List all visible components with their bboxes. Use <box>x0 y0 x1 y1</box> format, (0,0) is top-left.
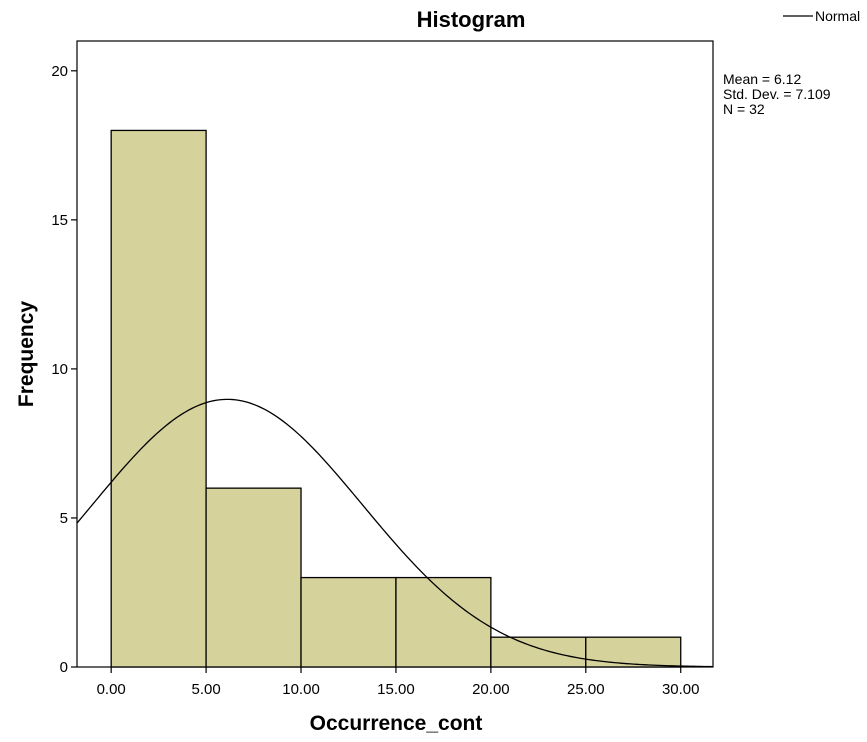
x-axis: 0.00 5.00 10.00 15.00 20.00 25.00 30.00 <box>97 667 700 698</box>
y-axis-label: Frequency <box>15 301 38 408</box>
y-tick-label: 20 <box>51 63 68 80</box>
bars-layer <box>110 129 682 668</box>
histogram-bar <box>490 636 587 668</box>
x-tick-label: 15.00 <box>377 681 415 698</box>
normal-curve-layer <box>76 398 714 668</box>
histogram-bar <box>110 129 207 668</box>
stat-std-dev: Std. Dev. = 7.109 <box>723 86 831 102</box>
x-tick-label: 10.00 <box>282 681 320 698</box>
x-tick-label: 25.00 <box>567 681 605 698</box>
chart-title: Histogram <box>417 7 526 32</box>
legend: Normal <box>783 8 860 24</box>
y-axis: 0 5 10 15 20 <box>51 63 77 676</box>
y-tick-label: 15 <box>51 212 68 229</box>
legend-label-normal: Normal <box>815 8 860 24</box>
histogram-bar <box>395 576 492 668</box>
x-tick-label: 0.00 <box>97 681 126 698</box>
y-tick-label: 5 <box>60 510 68 527</box>
x-tick-label: 20.00 <box>472 681 510 698</box>
y-tick-label: 10 <box>51 361 68 378</box>
statistics-box: Mean = 6.12 Std. Dev. = 7.109 N = 32 <box>723 71 831 117</box>
y-tick-label: 0 <box>60 659 68 676</box>
x-tick-label: 5.00 <box>191 681 220 698</box>
normal-curve <box>76 398 714 668</box>
stat-n: N = 32 <box>723 101 765 117</box>
histogram-bar <box>205 487 302 668</box>
stat-mean: Mean = 6.12 <box>723 71 801 87</box>
histogram-bar <box>585 636 682 668</box>
x-tick-label: 30.00 <box>662 681 700 698</box>
x-axis-label: Occurrence_cont <box>310 712 483 735</box>
histogram-bar <box>300 576 397 668</box>
